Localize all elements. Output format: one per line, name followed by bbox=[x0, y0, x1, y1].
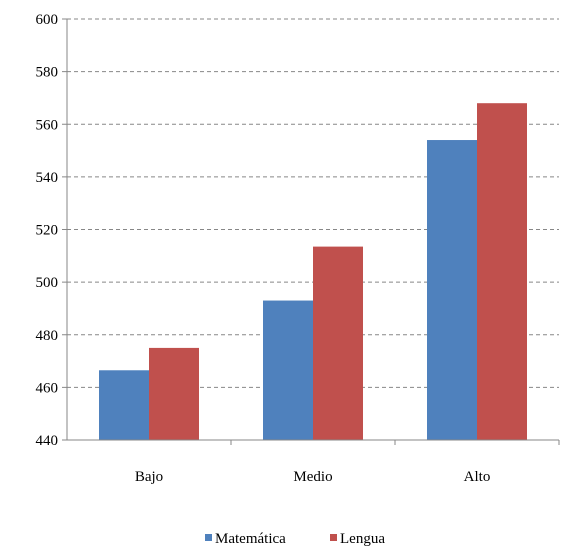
bar-lengua-medio bbox=[313, 246, 363, 440]
bar-lengua-bajo bbox=[149, 347, 199, 440]
legend-swatch-lengua bbox=[330, 534, 337, 541]
x-category-label: Alto bbox=[464, 469, 491, 485]
legend-swatch-matemática bbox=[205, 534, 212, 541]
legend-label: Matemática bbox=[215, 531, 286, 547]
y-tick-label: 480 bbox=[36, 328, 59, 344]
bar-matemática-medio bbox=[263, 300, 313, 440]
y-tick-label: 440 bbox=[36, 433, 59, 449]
x-category-label: Medio bbox=[293, 469, 332, 485]
y-tick-label: 500 bbox=[36, 275, 59, 291]
x-category-label: Bajo bbox=[135, 469, 163, 485]
y-tick-label: 580 bbox=[36, 65, 59, 81]
bar-matemática-bajo bbox=[99, 370, 149, 440]
bar-lengua-alto bbox=[477, 103, 527, 440]
legend-label: Lengua bbox=[340, 531, 385, 547]
y-tick-label: 560 bbox=[36, 117, 59, 133]
bar-matemática-alto bbox=[427, 140, 477, 440]
x-axis-labels: Bajo Medio Alto bbox=[135, 440, 560, 485]
y-tick-label: 520 bbox=[36, 223, 59, 239]
bars bbox=[99, 103, 527, 440]
y-tick-label: 600 bbox=[36, 12, 59, 28]
legend: Matemática Lengua bbox=[205, 531, 385, 547]
y-tick-label: 460 bbox=[36, 380, 59, 396]
y-tick-label: 540 bbox=[36, 170, 59, 186]
y-axis-ticks: 440 460 480 500 520 540 560 580 600 bbox=[36, 12, 67, 449]
